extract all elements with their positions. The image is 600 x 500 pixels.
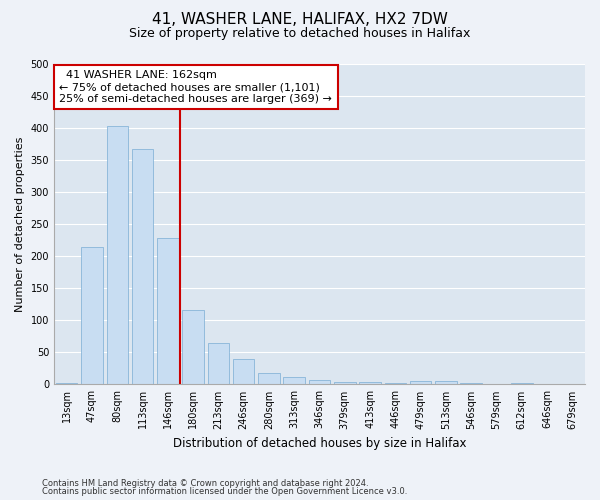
Text: Size of property relative to detached houses in Halifax: Size of property relative to detached ho… xyxy=(130,28,470,40)
Bar xyxy=(107,126,128,384)
Bar xyxy=(233,359,254,384)
Bar xyxy=(208,343,229,384)
Bar xyxy=(385,383,406,384)
Bar xyxy=(283,376,305,384)
Text: 41 WASHER LANE: 162sqm  
← 75% of detached houses are smaller (1,101)
25% of sem: 41 WASHER LANE: 162sqm ← 75% of detached… xyxy=(59,70,332,104)
Bar xyxy=(460,383,482,384)
Bar xyxy=(309,380,330,384)
Bar xyxy=(56,383,77,384)
Bar xyxy=(157,238,179,384)
Bar xyxy=(81,246,103,384)
Text: Contains public sector information licensed under the Open Government Licence v3: Contains public sector information licen… xyxy=(42,487,407,496)
Text: 41, WASHER LANE, HALIFAX, HX2 7DW: 41, WASHER LANE, HALIFAX, HX2 7DW xyxy=(152,12,448,28)
Bar xyxy=(435,380,457,384)
X-axis label: Distribution of detached houses by size in Halifax: Distribution of detached houses by size … xyxy=(173,437,466,450)
Y-axis label: Number of detached properties: Number of detached properties xyxy=(15,136,25,312)
Bar xyxy=(410,380,431,384)
Bar xyxy=(359,382,381,384)
Bar xyxy=(132,148,153,384)
Bar xyxy=(334,382,356,384)
Bar xyxy=(258,373,280,384)
Bar xyxy=(182,310,204,384)
Text: Contains HM Land Registry data © Crown copyright and database right 2024.: Contains HM Land Registry data © Crown c… xyxy=(42,478,368,488)
Bar xyxy=(511,383,533,384)
